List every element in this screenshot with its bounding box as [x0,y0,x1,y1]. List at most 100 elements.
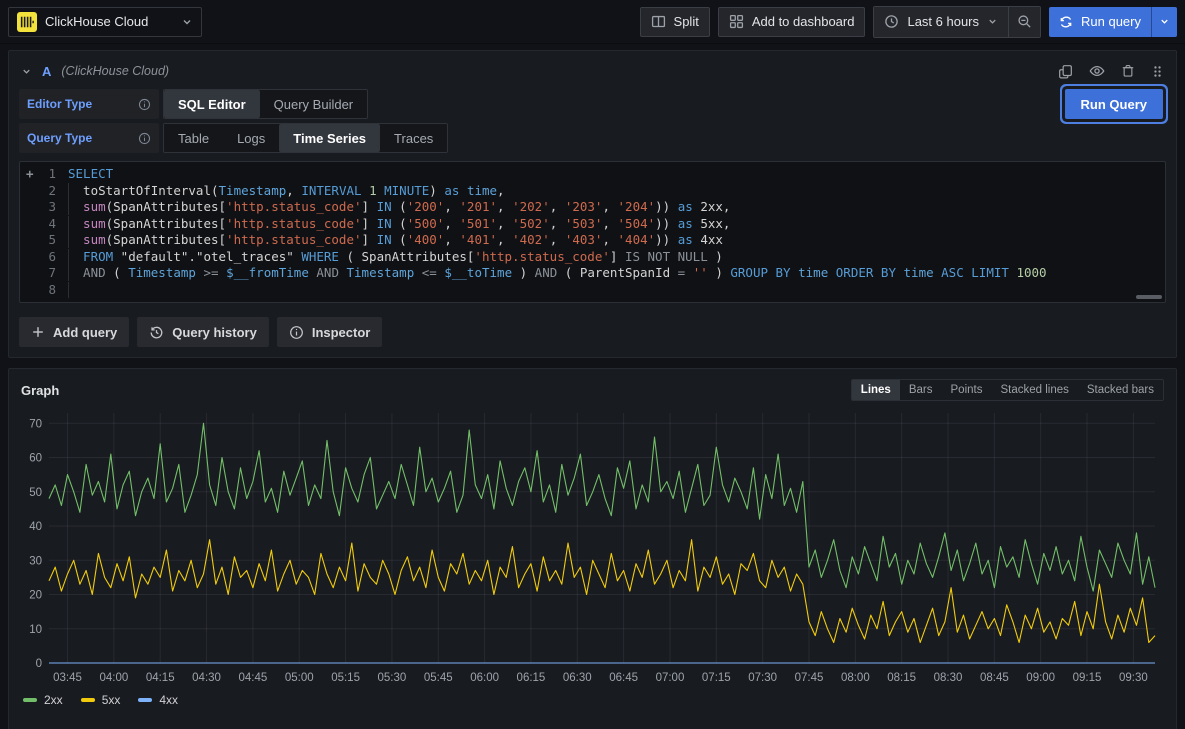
run-query-split-button: Run query [1049,6,1177,37]
inspector-label: Inspector [311,324,371,340]
plus-icon [31,325,45,339]
add-query-button[interactable]: Add query [19,317,130,347]
query-row-header: A (ClickHouse Cloud) [19,57,1166,85]
query-type-option-traces[interactable]: Traces [380,124,447,152]
copy-query-icon[interactable] [1058,64,1073,79]
svg-text:08:00: 08:00 [841,672,870,684]
svg-text:04:15: 04:15 [146,672,175,684]
legend-label: 4xx [159,693,179,707]
graph-panel-header: Graph Lines Bars Points Stacked lines St… [21,377,1164,403]
svg-text:08:45: 08:45 [980,672,1009,684]
query-ref-id[interactable]: A [42,63,52,79]
add-to-dashboard-button[interactable]: Add to dashboard [717,6,866,37]
svg-text:70: 70 [29,418,42,430]
viz-mode-lines[interactable]: Lines [851,380,900,400]
query-type-row: Query Type Table Logs Time Series Traces [19,123,1166,153]
sql-line[interactable]: FROM "default"."otel_traces" WHERE ( Spa… [68,249,1165,266]
time-series-chart[interactable]: 0 10 20 30 40 50 60 70 03:45 04:00 04:15 04:30 04:45… [21,407,1164,689]
horizontal-scrollbar[interactable] [1136,295,1162,299]
editor-type-option-sql-editor[interactable]: SQL Editor [164,90,260,118]
info-circle-icon[interactable] [138,132,151,145]
svg-text:05:45: 05:45 [424,672,453,684]
svg-text:07:45: 07:45 [795,672,824,684]
drag-handle-grip-icon[interactable] [1151,65,1164,78]
info-circle-icon[interactable] [138,98,151,111]
add-to-dashboard-label: Add to dashboard [751,14,855,29]
top-navigation-bar: ClickHouse Cloud Split Add to dashboard … [0,0,1185,44]
run-query-button-topbar[interactable]: Run query [1049,6,1151,37]
query-history-button[interactable]: Query history [137,317,269,347]
svg-text:05:15: 05:15 [331,672,360,684]
sql-line[interactable]: AND ( Timestamp >= $__fromTime AND Times… [68,265,1165,282]
search-minus-icon [1017,14,1032,29]
inspector-button[interactable]: Inspector [276,317,383,347]
sql-line[interactable]: sum(SpanAttributes['http.status_code'] I… [68,216,1165,233]
graph-panel-title: Graph [21,382,60,398]
legend-label: 5xx [101,693,121,707]
legend-swatch [23,698,37,702]
run-query-label: Run query [1081,14,1141,29]
svg-text:09:30: 09:30 [1119,672,1148,684]
chevron-down-icon [181,16,193,28]
sql-line[interactable]: SELECT [68,166,114,181]
editor-type-option-query-builder[interactable]: Query Builder [260,90,367,118]
svg-text:0: 0 [36,658,42,670]
sql-line[interactable] [68,282,1165,299]
svg-text:20: 20 [29,590,42,602]
viz-mode-stacked-lines[interactable]: Stacked lines [991,380,1077,400]
svg-text:06:00: 06:00 [470,672,499,684]
svg-text:30: 30 [29,555,42,567]
caret-down-icon [987,16,998,27]
collapse-chevron-icon[interactable] [21,66,32,77]
viz-mode-bars[interactable]: Bars [900,380,942,400]
split-label: Split [673,14,699,29]
add-line-plus-icon[interactable]: + [26,166,34,181]
query-type-label: Query Type [27,131,93,145]
hide-response-eye-icon[interactable] [1089,63,1105,79]
delete-query-trash-icon[interactable] [1121,64,1135,78]
legend-item-5xx[interactable]: 5xx [80,693,121,707]
sql-line[interactable]: sum(SpanAttributes['http.status_code'] I… [68,232,1165,249]
sql-line[interactable]: toStartOfInterval(Timestamp, INTERVAL 1 … [68,183,1165,200]
svg-text:07:15: 07:15 [702,672,731,684]
svg-text:04:45: 04:45 [239,672,268,684]
editor-type-label: Editor Type [27,97,93,111]
query-type-switch: Table Logs Time Series Traces [163,123,449,153]
viz-mode-stacked-bars[interactable]: Stacked bars [1078,380,1163,400]
query-history-label: Query history [172,324,257,340]
sql-code-editor[interactable]: +1 2 3 4 5 6 7 8 SELECT toStartOfInterval(Timest… [19,161,1166,303]
svg-text:08:30: 08:30 [934,672,963,684]
datasource-name: ClickHouse Cloud [45,14,149,29]
clock-icon [884,14,899,29]
zoom-out-time-button[interactable] [1009,6,1041,37]
run-query-button-panel[interactable]: Run Query [1064,89,1163,119]
query-type-option-logs[interactable]: Logs [223,124,279,152]
legend-swatch [138,698,153,702]
legend-item-2xx[interactable]: 2xx [23,693,63,707]
svg-text:04:00: 04:00 [99,672,128,684]
legend-label: 2xx [44,693,63,707]
sync-icon [1059,15,1073,29]
split-icon [651,14,666,29]
query-row-actions [1058,63,1164,79]
topbar-actions: Split Add to dashboard Last 6 hours [639,5,1177,38]
split-button[interactable]: Split [639,6,710,37]
query-actions-row: Add query Query history Inspector [19,317,1166,347]
query-type-field-label: Query Type [19,123,159,153]
code-editor-gutter: +1 2 3 4 5 6 7 8 [26,166,56,297]
sql-line[interactable]: sum(SpanAttributes['http.status_code'] I… [68,199,1165,216]
editor-type-row: Editor Type SQL Editor Query Builder Run… [19,89,1166,119]
sql-code-content[interactable]: SELECT toStartOfInterval(Timestamp, INTER… [68,166,1165,298]
chart-legend: 2xx 5xx 4xx [21,689,1164,707]
run-query-dropdown-caret[interactable] [1151,6,1177,37]
svg-text:06:45: 06:45 [609,672,638,684]
legend-item-4xx[interactable]: 4xx [138,693,178,707]
svg-text:04:30: 04:30 [192,672,221,684]
clickhouse-logo [17,11,37,32]
viz-mode-points[interactable]: Points [942,380,992,400]
query-type-option-table[interactable]: Table [164,124,223,152]
legend-swatch [80,698,95,702]
time-range-picker[interactable]: Last 6 hours [874,6,1009,37]
datasource-picker[interactable]: ClickHouse Cloud [8,6,202,37]
query-type-option-time-series[interactable]: Time Series [279,124,381,152]
